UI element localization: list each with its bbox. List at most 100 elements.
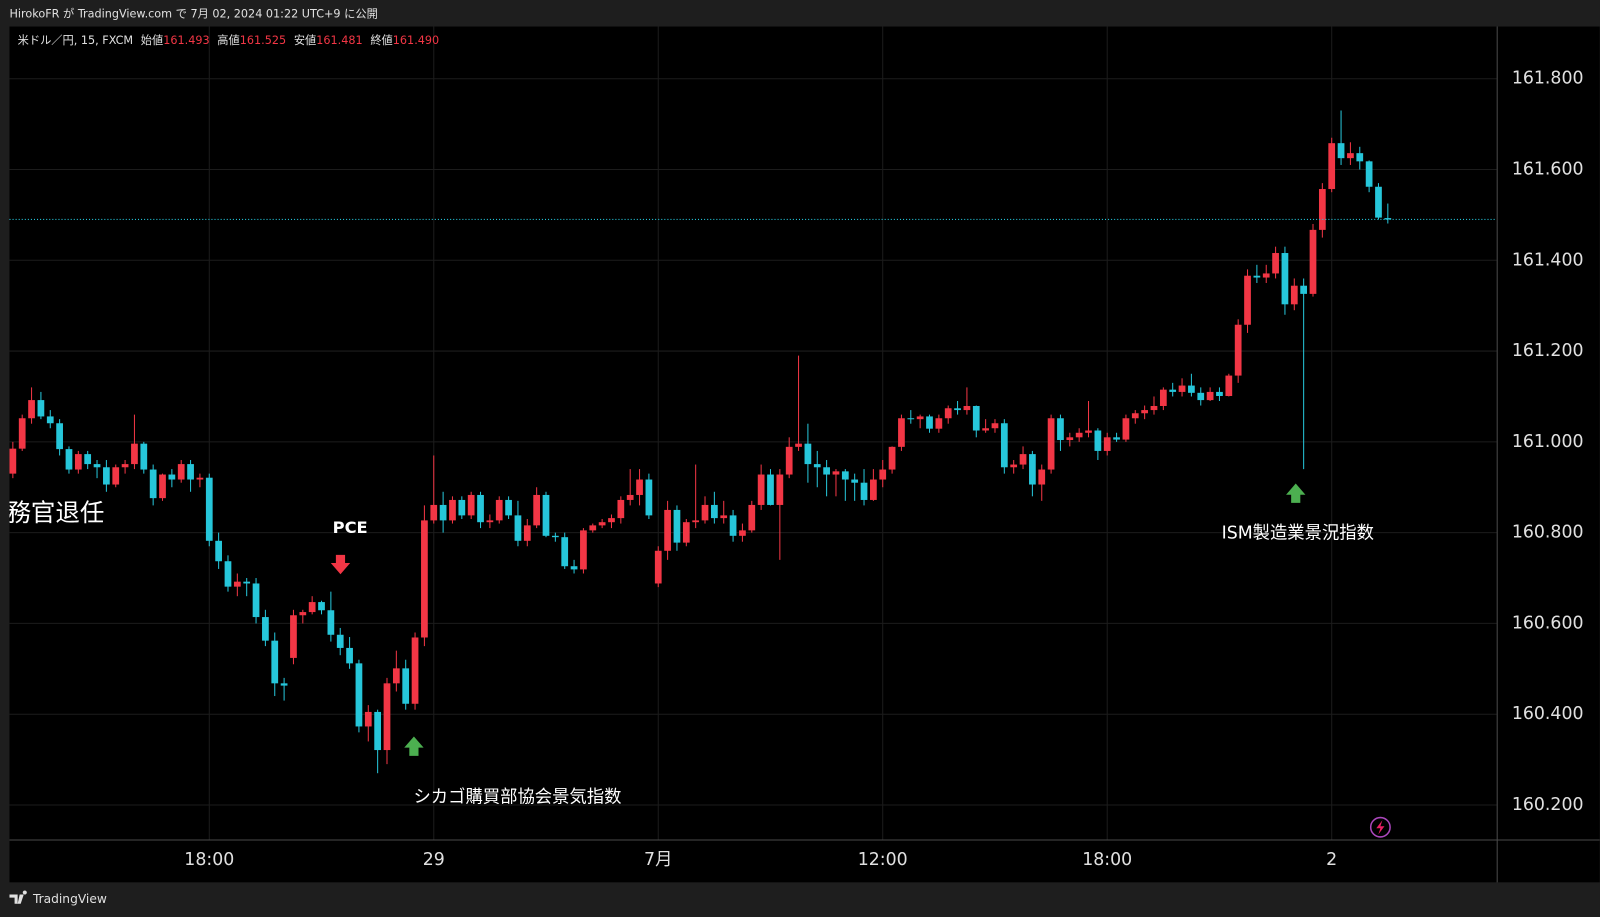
- candle-body: [1122, 418, 1130, 440]
- down-arrow: [330, 554, 351, 575]
- candle-body: [1000, 423, 1008, 468]
- candle-body: [1150, 405, 1158, 411]
- candle-body: [168, 474, 176, 480]
- candle-body: [870, 479, 877, 500]
- candle-body: [832, 471, 840, 475]
- alert-icon[interactable]: [1369, 816, 1391, 838]
- candle-body: [673, 509, 681, 543]
- candle-body: [1384, 218, 1392, 220]
- candle-body: [439, 504, 447, 521]
- candle-body: [1225, 375, 1233, 397]
- candle-body: [682, 522, 690, 543]
- candle-body: [177, 464, 185, 480]
- candle-body: [65, 449, 73, 470]
- candle-body: [1234, 324, 1242, 376]
- candle-body: [430, 504, 438, 521]
- candle-body: [1216, 391, 1223, 397]
- candle-body: [46, 416, 54, 424]
- candle-body: [1272, 253, 1279, 274]
- y-tick-label: 160.400: [1512, 704, 1584, 724]
- candle-body: [477, 494, 484, 523]
- candle-body: [1365, 161, 1373, 187]
- candle-body: [318, 602, 325, 611]
- candle-body: [364, 711, 372, 727]
- candle-body: [243, 581, 251, 584]
- candle-body: [617, 499, 625, 519]
- candle-body: [402, 668, 410, 704]
- annotation-text: シカゴ購買部協会景気指数: [413, 787, 621, 808]
- candle-body: [963, 405, 971, 411]
- candle-body: [1113, 437, 1120, 440]
- candle-body: [1337, 143, 1345, 159]
- candle-body: [1300, 285, 1308, 294]
- candle-body: [804, 443, 812, 465]
- y-tick-label: 161.200: [1512, 341, 1584, 361]
- candle-body: [907, 418, 915, 420]
- candle-body: [851, 479, 859, 483]
- brand-name: TradingView: [32, 892, 107, 906]
- candle-body: [121, 464, 129, 468]
- candle-body: [1262, 273, 1270, 278]
- candle-body: [1094, 430, 1102, 451]
- candle-body: [18, 418, 26, 449]
- candle-body: [495, 499, 503, 521]
- y-tick-label: 160.200: [1512, 795, 1584, 815]
- x-tick-label: 12:00: [858, 850, 908, 870]
- field-name: 安値: [294, 33, 316, 47]
- symbol-legend: 米ドル／円, 15, FXCM 始値161.493 高値161.525 安値16…: [18, 33, 440, 47]
- candle-body: [589, 525, 597, 531]
- candle-body: [795, 443, 802, 447]
- candle-body: [701, 504, 709, 521]
- candle-body: [879, 469, 887, 480]
- candle-body: [542, 494, 550, 536]
- candle-body: [645, 479, 653, 516]
- candle-body: [1197, 392, 1205, 401]
- x-tick-label: 18:00: [184, 850, 234, 870]
- candle-body: [692, 520, 700, 523]
- y-tick-label: 161.400: [1512, 250, 1584, 270]
- candle-body: [664, 509, 671, 551]
- candle-body: [1309, 229, 1317, 294]
- candle-body: [1019, 454, 1027, 465]
- annotation-text: PCE: [333, 518, 368, 537]
- candle-body: [626, 494, 634, 500]
- field-value: 161.493: [163, 34, 209, 47]
- candle-body: [140, 443, 148, 470]
- candle-body: [898, 418, 905, 447]
- candle-body: [131, 443, 138, 465]
- candle-body: [56, 423, 63, 450]
- brand-logo: [9, 890, 27, 904]
- candle-body: [1328, 143, 1336, 190]
- field-name: 高値: [217, 33, 239, 47]
- candle-body: [355, 663, 363, 727]
- candle-body: [196, 477, 204, 480]
- candle-body: [570, 566, 578, 570]
- candle-body: [1281, 253, 1289, 305]
- candle-body: [776, 474, 784, 505]
- candle-body: [159, 474, 166, 499]
- candle-body: [1010, 464, 1018, 468]
- field-value: 161.481: [316, 34, 362, 47]
- candle-body: [551, 535, 559, 538]
- annotation-text: ISM製造業景況指数: [1222, 523, 1374, 543]
- up-arrow: [1286, 483, 1306, 503]
- candle-body: [748, 504, 756, 531]
- candle-body: [813, 464, 821, 468]
- candle-body: [654, 550, 662, 584]
- candle-body: [785, 446, 793, 475]
- field-name: 始値: [141, 33, 163, 47]
- x-tick-label: 7月: [644, 850, 672, 870]
- candle-body: [37, 400, 45, 417]
- candle-body: [467, 494, 475, 516]
- candle-body: [421, 520, 428, 638]
- candle-body: [1347, 153, 1354, 159]
- candle-body: [112, 467, 120, 485]
- candle-body: [1290, 285, 1298, 305]
- candle-body: [346, 647, 353, 664]
- candle-body: [991, 423, 999, 429]
- up-arrow: [404, 736, 424, 756]
- candle-body: [841, 471, 849, 480]
- candle-body: [233, 581, 241, 587]
- candle-body: [336, 634, 344, 648]
